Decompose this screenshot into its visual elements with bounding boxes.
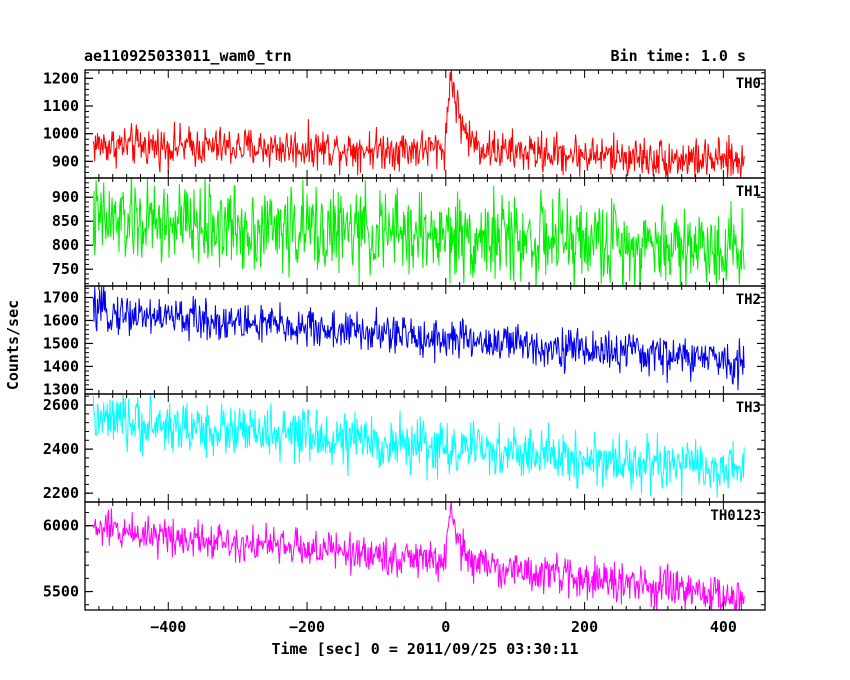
y-tick-label: 1500 — [43, 334, 79, 352]
y-tick-label: 1400 — [43, 357, 79, 375]
y-axis-title: Counts/sec — [4, 300, 22, 390]
series-th0123 — [92, 502, 745, 610]
y-tick-label: 1200 — [43, 69, 79, 87]
panel-label-th2: TH2 — [736, 292, 761, 308]
x-tick-label: 400 — [710, 618, 737, 636]
x-tick-label: −400 — [150, 618, 186, 636]
panel-th1: 750 800 850 900 TH1 — [52, 177, 766, 287]
y-tick-label: 1000 — [43, 125, 79, 143]
panel-th0: 900 1000 1100 1200 TH0 — [43, 69, 766, 179]
series-th1 — [92, 178, 745, 286]
panel-label-th0123: TH0123 — [710, 508, 761, 524]
y-tick-label: 6000 — [43, 517, 79, 535]
x-tick-label: 0 — [441, 618, 450, 636]
panel-frame — [84, 69, 766, 179]
y-tick-label: 2400 — [43, 440, 79, 458]
panel-th2: 1300 1400 1500 1600 1700 TH2 — [43, 285, 766, 398]
panel-label-th1: TH1 — [736, 184, 761, 200]
y-tick-label: 750 — [52, 260, 79, 278]
y-tick-label: 900 — [52, 188, 79, 206]
y-tick-label: 850 — [52, 212, 79, 230]
panel-label-th3: TH3 — [736, 400, 761, 416]
series-th3 — [92, 394, 745, 498]
panel-th0123: 5500 6000 TH0123 — [43, 501, 766, 611]
series-th2 — [92, 286, 745, 391]
y-tick-label: 5500 — [43, 583, 79, 601]
y-tick-label: 900 — [52, 152, 79, 170]
x-tick-label: −200 — [289, 618, 325, 636]
y-tick-label: 1100 — [43, 97, 79, 115]
x-axis-title: Time [sec] 0 = 2011/09/25 03:30:11 — [271, 640, 578, 658]
panel-th3: 2200 2400 2600 TH3 — [43, 393, 766, 503]
y-tick-label: 1600 — [43, 311, 79, 329]
y-tick-label: 2200 — [43, 484, 79, 502]
panel-label-th0: TH0 — [736, 76, 761, 92]
panel-frame — [84, 501, 766, 611]
y-tick-label: 800 — [52, 236, 79, 254]
panels-group: 900 1000 1100 1200 TH0 750 800 850 900 TH1 1300 140… — [43, 69, 766, 611]
x-tick-label: 200 — [571, 618, 598, 636]
series-th0 — [92, 70, 745, 178]
y-tick-label: 2600 — [43, 396, 79, 414]
chart-title: ae110925033011_wam0_trn — [84, 47, 292, 65]
bin-time-label: Bin time: 1.0 s — [611, 47, 746, 65]
x-axis: −400 −200 0 200 400 — [150, 618, 737, 636]
y-tick-label: 1300 — [43, 380, 79, 398]
y-tick-label: 1700 — [43, 288, 79, 306]
